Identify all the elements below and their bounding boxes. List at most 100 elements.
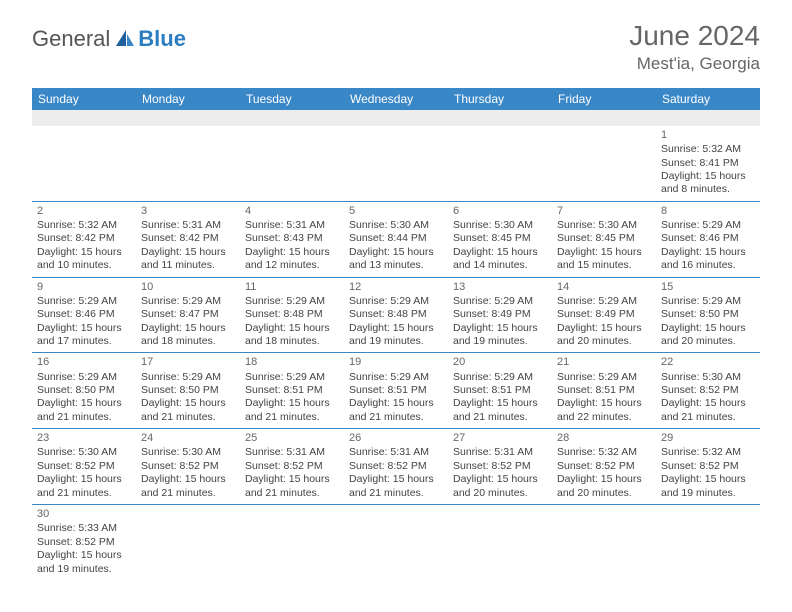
day-cell: 2Sunrise: 5:32 AMSunset: 8:42 PMDaylight… xyxy=(32,201,136,277)
daylight-line: Daylight: 15 hours and 19 minutes. xyxy=(661,473,755,500)
calendar-row: 2Sunrise: 5:32 AMSunset: 8:42 PMDaylight… xyxy=(32,201,760,277)
day-number: 4 xyxy=(245,204,339,218)
day-cell: 22 Sunrise: 5:30 AMSunset: 8:52 PMDayligh… xyxy=(656,353,760,429)
sunset-line: Sunset: 8:52 PM xyxy=(245,460,339,473)
day-cell xyxy=(552,505,656,580)
sunrise-line: Sunrise: 5:30 AM xyxy=(453,219,547,232)
sunset-line: Sunset: 8:50 PM xyxy=(661,308,755,321)
day-cell xyxy=(240,126,344,201)
weekday-header: Thursday xyxy=(448,88,552,110)
blank-cell xyxy=(344,110,448,126)
sunrise-line: Sunrise: 5:30 AM xyxy=(661,371,755,384)
day-number: 5 xyxy=(349,204,443,218)
brand-sail-icon xyxy=(114,28,136,51)
daylight-line: Daylight: 15 hours and 19 minutes. xyxy=(453,322,547,349)
day-cell: 8Sunrise: 5:29 AMSunset: 8:46 PMDaylight… xyxy=(656,201,760,277)
daylight-line: Daylight: 15 hours and 20 minutes. xyxy=(453,473,547,500)
sunset-line: Sunset: 8:51 PM xyxy=(453,384,547,397)
day-cell xyxy=(32,126,136,201)
sunset-line: Sunset: 8:42 PM xyxy=(141,232,235,245)
daylight-line: Daylight: 15 hours and 20 minutes. xyxy=(661,322,755,349)
sunrise-line: Sunrise: 5:31 AM xyxy=(141,219,235,232)
day-cell xyxy=(656,505,760,580)
day-cell: 29Sunrise: 5:32 AMSunset: 8:52 PMDayligh… xyxy=(656,429,760,505)
sunrise-line: Sunrise: 5:30 AM xyxy=(557,219,651,232)
day-number: 23 xyxy=(37,431,131,445)
sunrise-line: Sunrise: 5:32 AM xyxy=(661,446,755,459)
calendar-table: Sunday Monday Tuesday Wednesday Thursday… xyxy=(32,88,760,580)
calendar-row: 9Sunrise: 5:29 AMSunset: 8:46 PMDaylight… xyxy=(32,277,760,353)
daylight-line: Daylight: 15 hours and 21 minutes. xyxy=(141,473,235,500)
sunrise-line: Sunrise: 5:30 AM xyxy=(141,446,235,459)
day-cell: 27Sunrise: 5:31 AMSunset: 8:52 PMDayligh… xyxy=(448,429,552,505)
calendar-row: 30Sunrise: 5:33 AMSunset: 8:52 PMDayligh… xyxy=(32,505,760,580)
daylight-line: Daylight: 15 hours and 22 minutes. xyxy=(557,397,651,424)
day-cell: 1Sunrise: 5:32 AMSunset: 8:41 PMDaylight… xyxy=(656,126,760,201)
sunrise-line: Sunrise: 5:31 AM xyxy=(349,446,443,459)
sunset-line: Sunset: 8:50 PM xyxy=(37,384,131,397)
calendar-body: 1Sunrise: 5:32 AMSunset: 8:41 PMDaylight… xyxy=(32,110,760,580)
day-cell: 23Sunrise: 5:30 AMSunset: 8:52 PMDayligh… xyxy=(32,429,136,505)
day-cell: 11Sunrise: 5:29 AMSunset: 8:48 PMDayligh… xyxy=(240,277,344,353)
header: General Blue June 2024 Mest'ia, Georgia xyxy=(32,20,760,74)
day-cell: 19Sunrise: 5:29 AMSunset: 8:51 PMDayligh… xyxy=(344,353,448,429)
day-number: 24 xyxy=(141,431,235,445)
day-number: 28 xyxy=(557,431,651,445)
weekday-header: Sunday xyxy=(32,88,136,110)
daylight-line: Daylight: 15 hours and 8 minutes. xyxy=(661,170,755,197)
day-cell: 21Sunrise: 5:29 AMSunset: 8:51 PMDayligh… xyxy=(552,353,656,429)
daylight-line: Daylight: 15 hours and 21 minutes. xyxy=(349,397,443,424)
sunset-line: Sunset: 8:51 PM xyxy=(245,384,339,397)
brand-logo: General Blue xyxy=(32,26,186,52)
sunrise-line: Sunrise: 5:29 AM xyxy=(141,371,235,384)
sunset-line: Sunset: 8:52 PM xyxy=(141,460,235,473)
title-block: June 2024 Mest'ia, Georgia xyxy=(629,20,760,74)
blank-cell xyxy=(656,110,760,126)
day-cell: 17Sunrise: 5:29 AMSunset: 8:50 PMDayligh… xyxy=(136,353,240,429)
daylight-line: Daylight: 15 hours and 19 minutes. xyxy=(349,322,443,349)
weekday-header: Monday xyxy=(136,88,240,110)
day-number: 22 xyxy=(661,355,755,369)
sunset-line: Sunset: 8:42 PM xyxy=(37,232,131,245)
day-cell: 9Sunrise: 5:29 AMSunset: 8:46 PMDaylight… xyxy=(32,277,136,353)
sunset-line: Sunset: 8:52 PM xyxy=(453,460,547,473)
sunrise-line: Sunrise: 5:29 AM xyxy=(245,295,339,308)
day-cell: 4Sunrise: 5:31 AMSunset: 8:43 PMDaylight… xyxy=(240,201,344,277)
day-number: 19 xyxy=(349,355,443,369)
weekday-header: Wednesday xyxy=(344,88,448,110)
day-number: 29 xyxy=(661,431,755,445)
sunset-line: Sunset: 8:52 PM xyxy=(557,460,651,473)
day-cell: 5Sunrise: 5:30 AMSunset: 8:44 PMDaylight… xyxy=(344,201,448,277)
sunrise-line: Sunrise: 5:31 AM xyxy=(245,219,339,232)
blank-cell xyxy=(136,110,240,126)
daylight-line: Daylight: 15 hours and 18 minutes. xyxy=(141,322,235,349)
sunset-line: Sunset: 8:52 PM xyxy=(661,384,755,397)
calendar-row: 16Sunrise: 5:29 AMSunset: 8:50 PMDayligh… xyxy=(32,353,760,429)
daylight-line: Daylight: 15 hours and 21 minutes. xyxy=(37,397,131,424)
daylight-line: Daylight: 15 hours and 17 minutes. xyxy=(37,322,131,349)
blank-cell xyxy=(448,110,552,126)
sunset-line: Sunset: 8:52 PM xyxy=(37,460,131,473)
sunrise-line: Sunrise: 5:32 AM xyxy=(661,143,755,156)
blank-cell xyxy=(32,110,136,126)
daylight-line: Daylight: 15 hours and 11 minutes. xyxy=(141,246,235,273)
day-cell xyxy=(448,505,552,580)
day-cell xyxy=(136,505,240,580)
brand-general: General xyxy=(32,26,110,52)
daylight-line: Daylight: 15 hours and 13 minutes. xyxy=(349,246,443,273)
sunrise-line: Sunrise: 5:30 AM xyxy=(37,446,131,459)
daylight-line: Daylight: 15 hours and 21 minutes. xyxy=(349,473,443,500)
sunrise-line: Sunrise: 5:29 AM xyxy=(37,371,131,384)
sunset-line: Sunset: 8:48 PM xyxy=(349,308,443,321)
day-cell: 24Sunrise: 5:30 AMSunset: 8:52 PMDayligh… xyxy=(136,429,240,505)
sunset-line: Sunset: 8:44 PM xyxy=(349,232,443,245)
day-cell xyxy=(344,505,448,580)
day-number: 21 xyxy=(557,355,651,369)
day-cell xyxy=(344,126,448,201)
day-number: 3 xyxy=(141,204,235,218)
brand-blue: Blue xyxy=(138,26,186,52)
sunrise-line: Sunrise: 5:29 AM xyxy=(141,295,235,308)
sunset-line: Sunset: 8:45 PM xyxy=(453,232,547,245)
daylight-line: Daylight: 15 hours and 21 minutes. xyxy=(661,397,755,424)
sunrise-line: Sunrise: 5:29 AM xyxy=(453,371,547,384)
